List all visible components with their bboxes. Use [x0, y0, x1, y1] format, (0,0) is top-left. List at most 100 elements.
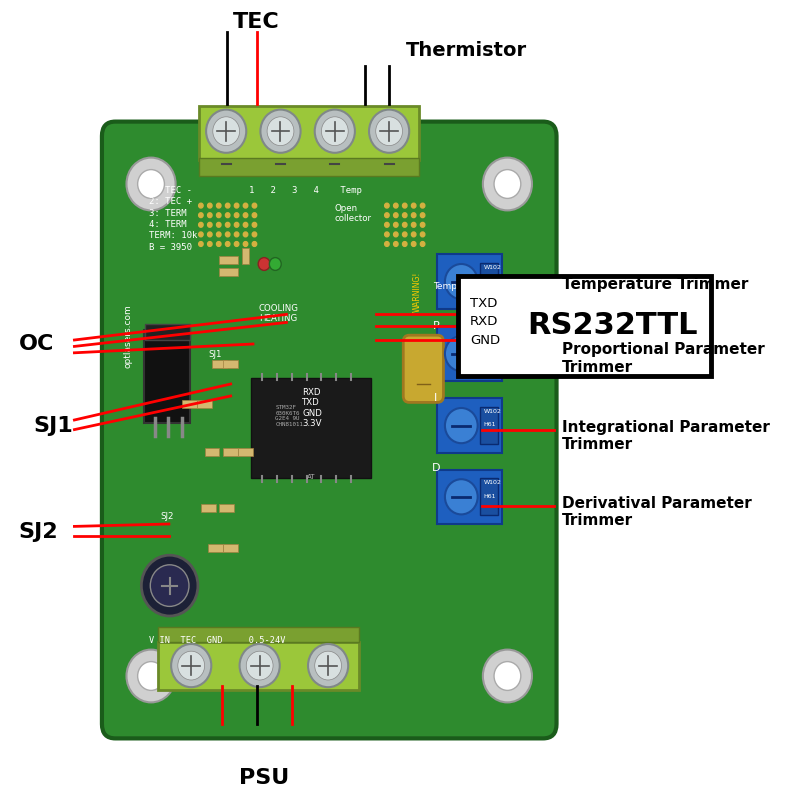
- Circle shape: [252, 213, 257, 218]
- Text: P: P: [433, 321, 439, 330]
- Circle shape: [226, 213, 230, 218]
- Text: TEC: TEC: [234, 12, 280, 32]
- Circle shape: [411, 242, 416, 246]
- Circle shape: [171, 644, 211, 687]
- FancyBboxPatch shape: [145, 324, 190, 340]
- Text: COOLING: COOLING: [259, 304, 299, 313]
- Text: W102: W102: [484, 409, 502, 414]
- Circle shape: [207, 242, 212, 246]
- Circle shape: [402, 222, 407, 227]
- Circle shape: [402, 242, 407, 246]
- Circle shape: [420, 232, 425, 237]
- Circle shape: [243, 232, 248, 237]
- FancyBboxPatch shape: [480, 335, 498, 372]
- FancyBboxPatch shape: [199, 106, 419, 160]
- Circle shape: [226, 203, 230, 208]
- FancyBboxPatch shape: [403, 335, 443, 402]
- Circle shape: [270, 258, 282, 270]
- Circle shape: [385, 222, 389, 227]
- FancyBboxPatch shape: [437, 254, 502, 309]
- Circle shape: [207, 213, 212, 218]
- FancyBboxPatch shape: [219, 256, 238, 264]
- Circle shape: [217, 222, 221, 227]
- Text: V IN  TEC  GND     0.5-24V: V IN TEC GND 0.5-24V: [149, 636, 286, 645]
- Circle shape: [234, 242, 239, 246]
- Text: optlasers.com: optlasers.com: [123, 304, 133, 368]
- Text: W102: W102: [484, 265, 502, 270]
- Text: Temperature Trimmer: Temperature Trimmer: [562, 277, 748, 291]
- FancyBboxPatch shape: [219, 268, 238, 276]
- Text: RS232TTL: RS232TTL: [526, 311, 698, 341]
- Circle shape: [213, 117, 239, 146]
- FancyBboxPatch shape: [219, 504, 234, 512]
- Text: I: I: [434, 393, 438, 402]
- Circle shape: [234, 222, 239, 227]
- Circle shape: [198, 232, 203, 237]
- Text: PSU: PSU: [239, 768, 290, 788]
- FancyBboxPatch shape: [480, 478, 498, 515]
- Text: H61: H61: [484, 350, 496, 355]
- FancyBboxPatch shape: [458, 276, 710, 376]
- Circle shape: [252, 242, 257, 246]
- FancyBboxPatch shape: [437, 470, 502, 524]
- Circle shape: [126, 650, 175, 702]
- Circle shape: [402, 232, 407, 237]
- Circle shape: [411, 222, 416, 227]
- FancyBboxPatch shape: [182, 400, 197, 408]
- Circle shape: [261, 110, 301, 153]
- Text: WARNING!: WARNING!: [413, 272, 422, 312]
- Circle shape: [445, 479, 478, 514]
- FancyBboxPatch shape: [223, 544, 238, 552]
- Circle shape: [267, 117, 294, 146]
- Circle shape: [246, 651, 273, 680]
- Text: TXD
RXD
GND: TXD RXD GND: [470, 297, 500, 346]
- FancyBboxPatch shape: [480, 407, 498, 444]
- Circle shape: [198, 203, 203, 208]
- Circle shape: [243, 203, 248, 208]
- Text: Derivatival Parameter
Trimmer: Derivatival Parameter Trimmer: [562, 496, 751, 528]
- Circle shape: [385, 232, 389, 237]
- Text: Integrational Parameter
Trimmer: Integrational Parameter Trimmer: [562, 420, 770, 452]
- Circle shape: [314, 651, 342, 680]
- Circle shape: [420, 222, 425, 227]
- Circle shape: [420, 242, 425, 246]
- Text: HEATING: HEATING: [259, 314, 297, 322]
- Circle shape: [394, 203, 398, 208]
- Circle shape: [178, 651, 205, 680]
- Circle shape: [198, 213, 203, 218]
- Circle shape: [217, 242, 221, 246]
- Circle shape: [243, 242, 248, 246]
- Circle shape: [239, 644, 280, 687]
- FancyBboxPatch shape: [242, 248, 250, 264]
- Text: STM32F
030K6T6
G2E4 9U
CHN81011: STM32F 030K6T6 G2E4 9U CHN81011: [275, 405, 303, 427]
- Circle shape: [217, 232, 221, 237]
- Text: Open
collector: Open collector: [335, 204, 372, 223]
- Circle shape: [226, 242, 230, 246]
- Circle shape: [445, 264, 478, 299]
- Text: SJ2: SJ2: [18, 522, 58, 542]
- Circle shape: [243, 222, 248, 227]
- Text: Thermistor: Thermistor: [406, 41, 526, 60]
- FancyBboxPatch shape: [480, 263, 498, 300]
- Circle shape: [445, 336, 478, 371]
- Text: H61: H61: [484, 278, 496, 283]
- Text: H61: H61: [484, 422, 496, 427]
- Circle shape: [207, 203, 212, 208]
- Circle shape: [494, 170, 521, 198]
- Text: W102: W102: [484, 337, 502, 342]
- Circle shape: [445, 408, 478, 443]
- Circle shape: [411, 232, 416, 237]
- Circle shape: [376, 117, 402, 146]
- Circle shape: [243, 213, 248, 218]
- Circle shape: [198, 222, 203, 227]
- Circle shape: [252, 222, 257, 227]
- FancyBboxPatch shape: [201, 504, 216, 512]
- Circle shape: [322, 117, 348, 146]
- Circle shape: [207, 222, 212, 227]
- Text: Proportional Parameter
Trimmer: Proportional Parameter Trimmer: [562, 342, 765, 374]
- Circle shape: [308, 644, 348, 687]
- FancyBboxPatch shape: [199, 158, 419, 176]
- Circle shape: [207, 232, 212, 237]
- Circle shape: [420, 203, 425, 208]
- Text: RXD
TXD
GND
3.3V: RXD TXD GND 3.3V: [302, 388, 322, 428]
